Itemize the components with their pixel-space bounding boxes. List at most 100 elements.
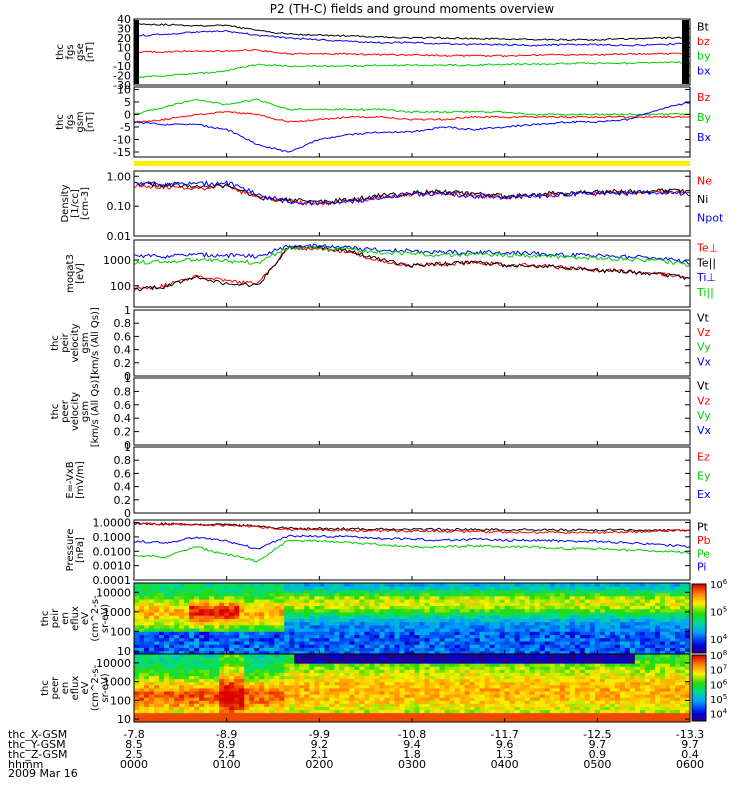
spectrogram-cell <box>684 647 691 652</box>
spectrogram-cell <box>439 586 445 590</box>
spectrogram-cell <box>324 634 330 639</box>
spectrogram-cell <box>139 637 145 642</box>
spectrogram-cell <box>624 666 631 670</box>
spectrogram-cell <box>209 706 215 711</box>
spectrogram-cell <box>269 618 275 623</box>
y-tick-label: 0 <box>124 370 131 383</box>
spectrogram-cell <box>269 694 275 698</box>
spectrogram-cell <box>454 589 460 594</box>
spectrogram-cell <box>159 624 165 629</box>
spectrogram-cell <box>359 703 365 707</box>
spectrogram-cell <box>389 681 395 686</box>
spectrogram-cell <box>464 675 470 680</box>
spectrogram-cell <box>209 599 215 603</box>
spectrogram-cell <box>464 599 470 603</box>
spectrogram-cell <box>494 715 501 720</box>
spectrogram-cell <box>179 650 185 655</box>
spectrogram-cell <box>619 650 626 655</box>
spectrogram-cell <box>449 703 455 707</box>
spectrogram-cell <box>134 628 140 632</box>
spectrogram-cell <box>469 644 476 648</box>
spectrogram-cell <box>599 628 606 632</box>
spectrogram-cell <box>469 641 476 645</box>
spectrogram-cell <box>644 599 651 603</box>
spectrogram-cell <box>264 663 270 667</box>
spectrogram-cell <box>674 618 681 623</box>
spectrogram-cell <box>154 672 160 677</box>
spectrogram-cell <box>204 657 210 661</box>
colorbar-segment <box>692 618 706 621</box>
spectrogram-cell <box>324 675 330 680</box>
spectrogram-cell <box>639 628 646 632</box>
spectrogram-cell <box>629 718 636 723</box>
spectrogram-cell <box>149 657 155 661</box>
spectrogram-cell <box>584 599 591 603</box>
spectrogram-cell <box>164 672 170 677</box>
spectrogram-cell <box>439 712 445 717</box>
spectrogram-cell <box>439 718 445 723</box>
spectrogram-cell <box>189 675 195 680</box>
spectrogram-cell <box>634 602 641 606</box>
spectrogram-cell <box>199 718 205 723</box>
spectrogram-cell <box>614 608 621 613</box>
spectrogram-cell <box>534 703 541 707</box>
spectrogram-cell <box>654 647 661 652</box>
spectrogram-cell <box>649 602 656 606</box>
spectrogram-cell <box>424 615 430 619</box>
spectrogram-cell <box>584 621 591 626</box>
spectrogram-cell <box>639 595 646 600</box>
spectrogram-cell <box>544 663 551 667</box>
spectrogram-cell <box>559 615 566 619</box>
spectrogram-cell <box>314 589 320 594</box>
spectrogram-cell <box>394 709 400 714</box>
spectrogram-cell <box>669 599 676 603</box>
spectrogram-cell <box>444 654 450 658</box>
spectrogram-cell <box>509 592 516 597</box>
spectrogram-cell <box>309 700 315 704</box>
spectrogram-cell <box>184 589 190 594</box>
spectrogram-cell <box>139 583 145 587</box>
spectrogram-cell <box>164 641 170 645</box>
spectrogram-cell <box>334 691 340 695</box>
spectrogram-cell <box>574 595 581 600</box>
spectrogram-cell <box>354 712 360 717</box>
spectrogram-cell <box>549 666 556 670</box>
spectrogram-cell <box>569 684 576 689</box>
spectrogram-cell <box>494 595 501 600</box>
spectrogram-cell <box>529 684 536 689</box>
spectrogram-cell <box>329 634 335 639</box>
spectrogram-cell <box>519 678 526 683</box>
spectrogram-cell <box>479 678 486 683</box>
spectrogram-cell <box>619 612 626 616</box>
spectrogram-cell <box>309 608 315 613</box>
spectrogram-cell <box>429 669 435 673</box>
spectrogram-cell <box>174 684 180 689</box>
spectrogram-cell <box>164 678 170 683</box>
spectrogram-cell <box>624 586 631 590</box>
spectrogram-cell <box>434 602 440 606</box>
spectrogram-cell <box>544 654 551 658</box>
spectrogram-cell <box>304 624 310 629</box>
spectrogram-cell <box>574 612 581 616</box>
spectrogram-cell <box>324 624 330 629</box>
spectrogram-cell <box>609 678 616 683</box>
spectrogram-cell <box>414 621 420 626</box>
spectrogram-cell <box>584 605 591 610</box>
spectrogram-cell <box>504 595 511 600</box>
spectrogram-cell <box>279 612 285 616</box>
spectrogram-cell <box>384 663 390 667</box>
spectrogram-cell <box>244 595 250 600</box>
spectrogram-cell <box>329 647 335 652</box>
spectrogram-cell <box>304 637 310 642</box>
spectrogram-cell <box>569 718 576 723</box>
spectrogram-cell <box>569 697 576 701</box>
y-axis-label-line: thc <box>55 114 66 130</box>
spectrogram-cell <box>424 672 430 677</box>
spectrogram-cell <box>254 700 260 704</box>
spectrogram-cell <box>554 654 561 658</box>
spectrogram-cell <box>329 709 335 714</box>
spectrogram-cell <box>414 592 420 597</box>
spectrogram-cell <box>309 678 315 683</box>
spectrogram-cell <box>514 709 521 714</box>
